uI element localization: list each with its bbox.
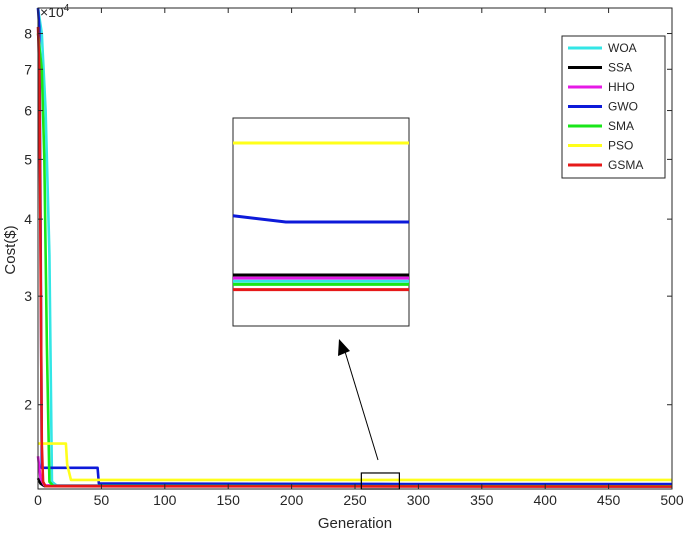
zoom-arrow-shaft <box>342 344 379 461</box>
legend-label-hho: HHO <box>608 80 635 94</box>
y-tick-label: 7 <box>24 61 32 77</box>
y-axis-ticks: 2 3 4 5 6 7 8 <box>24 26 672 413</box>
inset-series-layer <box>232 141 409 292</box>
zoom-arrow-head <box>338 339 350 356</box>
x-tick-label: 100 <box>153 492 177 508</box>
x-tick-label: 300 <box>407 492 431 508</box>
y-tick-label: 2 <box>24 397 32 413</box>
zoom-inset <box>232 117 410 327</box>
y-axis-label: Cost($) <box>2 225 19 274</box>
y-tick-label: 5 <box>24 151 32 167</box>
y-exponent-label: ×104 <box>40 3 70 20</box>
legend-label-woa: WOA <box>608 41 637 55</box>
x-tick-label: 200 <box>280 492 304 508</box>
x-tick-label: 250 <box>343 492 367 508</box>
y-tick-label: 4 <box>24 211 32 227</box>
x-tick-label: 150 <box>217 492 241 508</box>
inset-line-gwo <box>232 214 409 224</box>
series-line-pso <box>38 442 672 482</box>
zoom-region-box <box>360 472 400 490</box>
legend-label-gwo: GWO <box>608 100 638 114</box>
y-tick-label: 3 <box>24 288 32 304</box>
legend-label-ssa: SSA <box>608 61 632 75</box>
x-tick-label: 350 <box>470 492 494 508</box>
x-tick-label: 400 <box>534 492 558 508</box>
x-tick-label: 500 <box>660 492 684 508</box>
y-tick-label: 6 <box>24 103 32 119</box>
legend-label-pso: PSO <box>608 139 633 153</box>
x-tick-label: 0 <box>34 492 42 508</box>
legend: WOA SSA HHO GWO SMA PSO GSMA <box>561 35 666 179</box>
legend-label-gsma: GSMA <box>608 158 643 172</box>
x-tick-label: 50 <box>94 492 110 508</box>
y-tick-label: 8 <box>24 26 32 42</box>
legend-label-sma: SMA <box>608 119 634 133</box>
x-tick-label: 450 <box>597 492 621 508</box>
x-axis-label: Generation <box>318 515 392 532</box>
x-axis-ticks: 0 50 100 150 200 250 300 350 400 450 500 <box>34 8 684 508</box>
